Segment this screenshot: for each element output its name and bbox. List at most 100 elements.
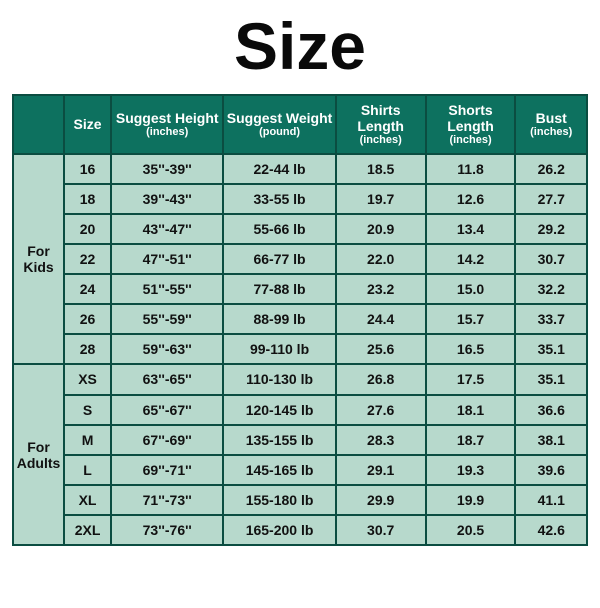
col-header-shorts: Shorts Length(inches) (426, 95, 516, 154)
cell-height: 35''-39'' (111, 154, 223, 184)
cell-shorts: 19.9 (426, 485, 516, 515)
cell-bust: 30.7 (515, 244, 587, 274)
cell-weight: 77-88 lb (223, 274, 335, 304)
cell-weight: 155-180 lb (223, 485, 335, 515)
cell-size: S (64, 395, 111, 425)
cell-shirts: 22.0 (336, 244, 426, 274)
cell-height: 73''-76'' (111, 515, 223, 545)
cell-shorts: 11.8 (426, 154, 516, 184)
cell-bust: 27.7 (515, 184, 587, 214)
cell-shirts: 24.4 (336, 304, 426, 334)
col-header-bust: Bust(inches) (515, 95, 587, 154)
table-wrapper: Size Suggest Height(inches) Suggest Weig… (0, 94, 600, 558)
cell-weight: 88-99 lb (223, 304, 335, 334)
cell-size: 2XL (64, 515, 111, 545)
cell-shorts: 18.7 (426, 425, 516, 455)
col-header-weight: Suggest Weight(pound) (223, 95, 335, 154)
cell-shirts: 23.2 (336, 274, 426, 304)
table-row: 2XL73''-76''165-200 lb30.720.542.6 (13, 515, 587, 545)
table-row: 2655''-59''88-99 lb24.415.733.7 (13, 304, 587, 334)
cell-shirts: 26.8 (336, 364, 426, 394)
table-row: 1839''-43''33-55 lb19.712.627.7 (13, 184, 587, 214)
cell-height: 51''-55'' (111, 274, 223, 304)
cell-bust: 26.2 (515, 154, 587, 184)
cell-weight: 55-66 lb (223, 214, 335, 244)
cell-weight: 99-110 lb (223, 334, 335, 364)
cell-size: 18 (64, 184, 111, 214)
cell-shorts: 18.1 (426, 395, 516, 425)
cell-size: 26 (64, 304, 111, 334)
cell-weight: 22-44 lb (223, 154, 335, 184)
cell-height: 71''-73'' (111, 485, 223, 515)
table-head: Size Suggest Height(inches) Suggest Weig… (13, 95, 587, 154)
cell-bust: 41.1 (515, 485, 587, 515)
cell-size: XL (64, 485, 111, 515)
cell-bust: 35.1 (515, 364, 587, 394)
cell-shorts: 19.3 (426, 455, 516, 485)
cell-bust: 35.1 (515, 334, 587, 364)
cell-shorts: 12.6 (426, 184, 516, 214)
table-row: ForAdultsXS63''-65''110-130 lb26.817.535… (13, 364, 587, 394)
cell-shorts: 13.4 (426, 214, 516, 244)
table-row: M67''-69''135-155 lb28.318.738.1 (13, 425, 587, 455)
cell-shorts: 20.5 (426, 515, 516, 545)
cell-shirts: 20.9 (336, 214, 426, 244)
group-label-adults: ForAdults (13, 364, 64, 545)
cell-shirts: 29.9 (336, 485, 426, 515)
table-row: 2451''-55''77-88 lb23.215.032.2 (13, 274, 587, 304)
cell-size: XS (64, 364, 111, 394)
table-body: ForKids1635''-39''22-44 lb18.511.826.218… (13, 154, 587, 545)
cell-size: 20 (64, 214, 111, 244)
cell-shorts: 15.7 (426, 304, 516, 334)
group-label-kids: ForKids (13, 154, 64, 365)
cell-height: 63''-65'' (111, 364, 223, 394)
cell-size: 28 (64, 334, 111, 364)
table-row: 2247''-51''66-77 lb22.014.230.7 (13, 244, 587, 274)
cell-weight: 120-145 lb (223, 395, 335, 425)
table-row: L69''-71''145-165 lb29.119.339.6 (13, 455, 587, 485)
table-row: S65''-67''120-145 lb27.618.136.6 (13, 395, 587, 425)
cell-weight: 33-55 lb (223, 184, 335, 214)
cell-bust: 33.7 (515, 304, 587, 334)
cell-weight: 145-165 lb (223, 455, 335, 485)
cell-bust: 29.2 (515, 214, 587, 244)
cell-shirts: 19.7 (336, 184, 426, 214)
page-title: Size (0, 8, 600, 84)
cell-height: 67''-69'' (111, 425, 223, 455)
cell-shorts: 14.2 (426, 244, 516, 274)
cell-shirts: 29.1 (336, 455, 426, 485)
cell-weight: 110-130 lb (223, 364, 335, 394)
cell-height: 43''-47'' (111, 214, 223, 244)
cell-shorts: 16.5 (426, 334, 516, 364)
table-row: 2043''-47''55-66 lb20.913.429.2 (13, 214, 587, 244)
cell-shirts: 18.5 (336, 154, 426, 184)
cell-height: 69''-71'' (111, 455, 223, 485)
cell-height: 59''-63'' (111, 334, 223, 364)
cell-bust: 39.6 (515, 455, 587, 485)
cell-size: L (64, 455, 111, 485)
table-row: XL71''-73''155-180 lb29.919.941.1 (13, 485, 587, 515)
col-header-size: Size (64, 95, 111, 154)
cell-size: 22 (64, 244, 111, 274)
col-header-shirts: Shirts Length(inches) (336, 95, 426, 154)
col-header-height: Suggest Height(inches) (111, 95, 223, 154)
cell-bust: 36.6 (515, 395, 587, 425)
cell-size: 16 (64, 154, 111, 184)
cell-height: 65''-67'' (111, 395, 223, 425)
cell-height: 47''-51'' (111, 244, 223, 274)
cell-height: 55''-59'' (111, 304, 223, 334)
cell-weight: 66-77 lb (223, 244, 335, 274)
cell-shirts: 28.3 (336, 425, 426, 455)
table-row: 2859''-63''99-110 lb25.616.535.1 (13, 334, 587, 364)
cell-bust: 38.1 (515, 425, 587, 455)
cell-weight: 165-200 lb (223, 515, 335, 545)
cell-shorts: 17.5 (426, 364, 516, 394)
cell-bust: 32.2 (515, 274, 587, 304)
cell-size: 24 (64, 274, 111, 304)
col-header-group (13, 95, 64, 154)
cell-shirts: 25.6 (336, 334, 426, 364)
cell-shirts: 30.7 (336, 515, 426, 545)
cell-size: M (64, 425, 111, 455)
cell-height: 39''-43'' (111, 184, 223, 214)
cell-bust: 42.6 (515, 515, 587, 545)
